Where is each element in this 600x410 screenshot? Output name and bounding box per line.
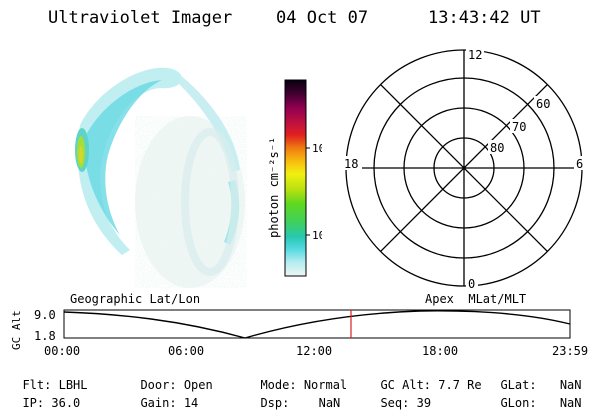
status-gain-label: Gain: <box>140 396 177 410</box>
mlt-label-12: 12 <box>468 48 482 62</box>
orbit-altitude-timeline: GC Alt 9.0 1.8 <box>10 308 571 350</box>
status-door: Door: Open <box>126 364 213 392</box>
lat-label-60: 60 <box>536 97 550 111</box>
colorbar-tick-100: 100 <box>312 142 322 155</box>
instrument-title: Ultraviolet Imager <box>48 8 233 28</box>
status-mode-label: Mode: <box>260 378 297 392</box>
status-gain-value: 14 <box>183 396 199 410</box>
status-flt: Flt: LBHL <box>8 364 88 392</box>
status-flt-value: LBHL <box>58 378 88 392</box>
status-glat-label: GLat: <box>500 378 537 392</box>
xtick-0600: 06:00 <box>168 344 205 358</box>
status-seq-label: Seq: <box>380 396 410 410</box>
observation-time: 13:43:42 UT <box>428 8 541 28</box>
xtick-0000: 00:00 <box>44 344 81 358</box>
lat-label-80: 80 <box>490 141 504 155</box>
colorbar-tick-10: 10 <box>312 229 322 242</box>
status-gcalt-label: GC Alt: <box>380 378 432 392</box>
status-ip-label: IP: <box>22 396 45 410</box>
status-gain: Gain: 14 <box>126 382 198 410</box>
xtick-1200: 12:00 <box>296 344 333 358</box>
lat-label-70: 70 <box>512 120 526 134</box>
status-flt-label: Flt: <box>22 378 52 392</box>
status-glat-value: NaN <box>559 378 582 392</box>
status-dsp: Dsp: NaN <box>246 382 340 410</box>
status-door-label: Door: <box>140 378 177 392</box>
mlt-label-6: 6 <box>576 157 583 171</box>
status-glat: GLat: NaN <box>486 364 582 392</box>
status-mode-value: Normal <box>303 378 348 392</box>
colorbar-label: photon cm⁻²s⁻¹ <box>267 137 281 238</box>
ytick-1-8: 1.8 <box>34 329 56 343</box>
status-glon: GLon: NaN <box>486 382 582 410</box>
observation-date: 04 Oct 07 <box>276 8 369 28</box>
status-dsp-value: NaN <box>318 396 341 410</box>
mlt-label-0: 0 <box>468 277 475 291</box>
xtick-1800: 18:00 <box>422 344 459 358</box>
geographic-title: Geographic Lat/Lon <box>70 292 201 306</box>
altitude-curve <box>63 310 571 339</box>
xtick-2359: 23:59 <box>552 344 589 358</box>
status-gcalt: GC Alt: 7.7 Re <box>366 364 482 392</box>
status-glon-label: GLon: <box>500 396 537 410</box>
status-gcalt-value: 7.7 Re <box>438 378 482 392</box>
status-seq: Seq: 39 <box>366 382 431 410</box>
status-glon-value: NaN <box>559 396 582 410</box>
timeline-ylabel: GC Alt <box>10 310 23 350</box>
status-ip-value: 36.0 <box>51 396 81 410</box>
ytick-9: 9.0 <box>34 308 56 322</box>
auroral-image <box>75 67 247 288</box>
status-ip: IP: 36.0 <box>8 382 80 410</box>
status-seq-value: 39 <box>416 396 432 410</box>
status-mode: Mode: Normal <box>246 364 347 392</box>
polar-grid-plot: 12 18 6 0 60 70 80 <box>342 47 586 291</box>
status-dsp-label: Dsp: <box>260 396 290 410</box>
status-door-value: Open <box>183 378 213 392</box>
mlt-label-18: 18 <box>344 157 358 171</box>
colorbar: 100 10 photon cm⁻²s⁻¹ <box>267 79 322 277</box>
apex-title: Apex MLat/MLT <box>425 292 527 306</box>
